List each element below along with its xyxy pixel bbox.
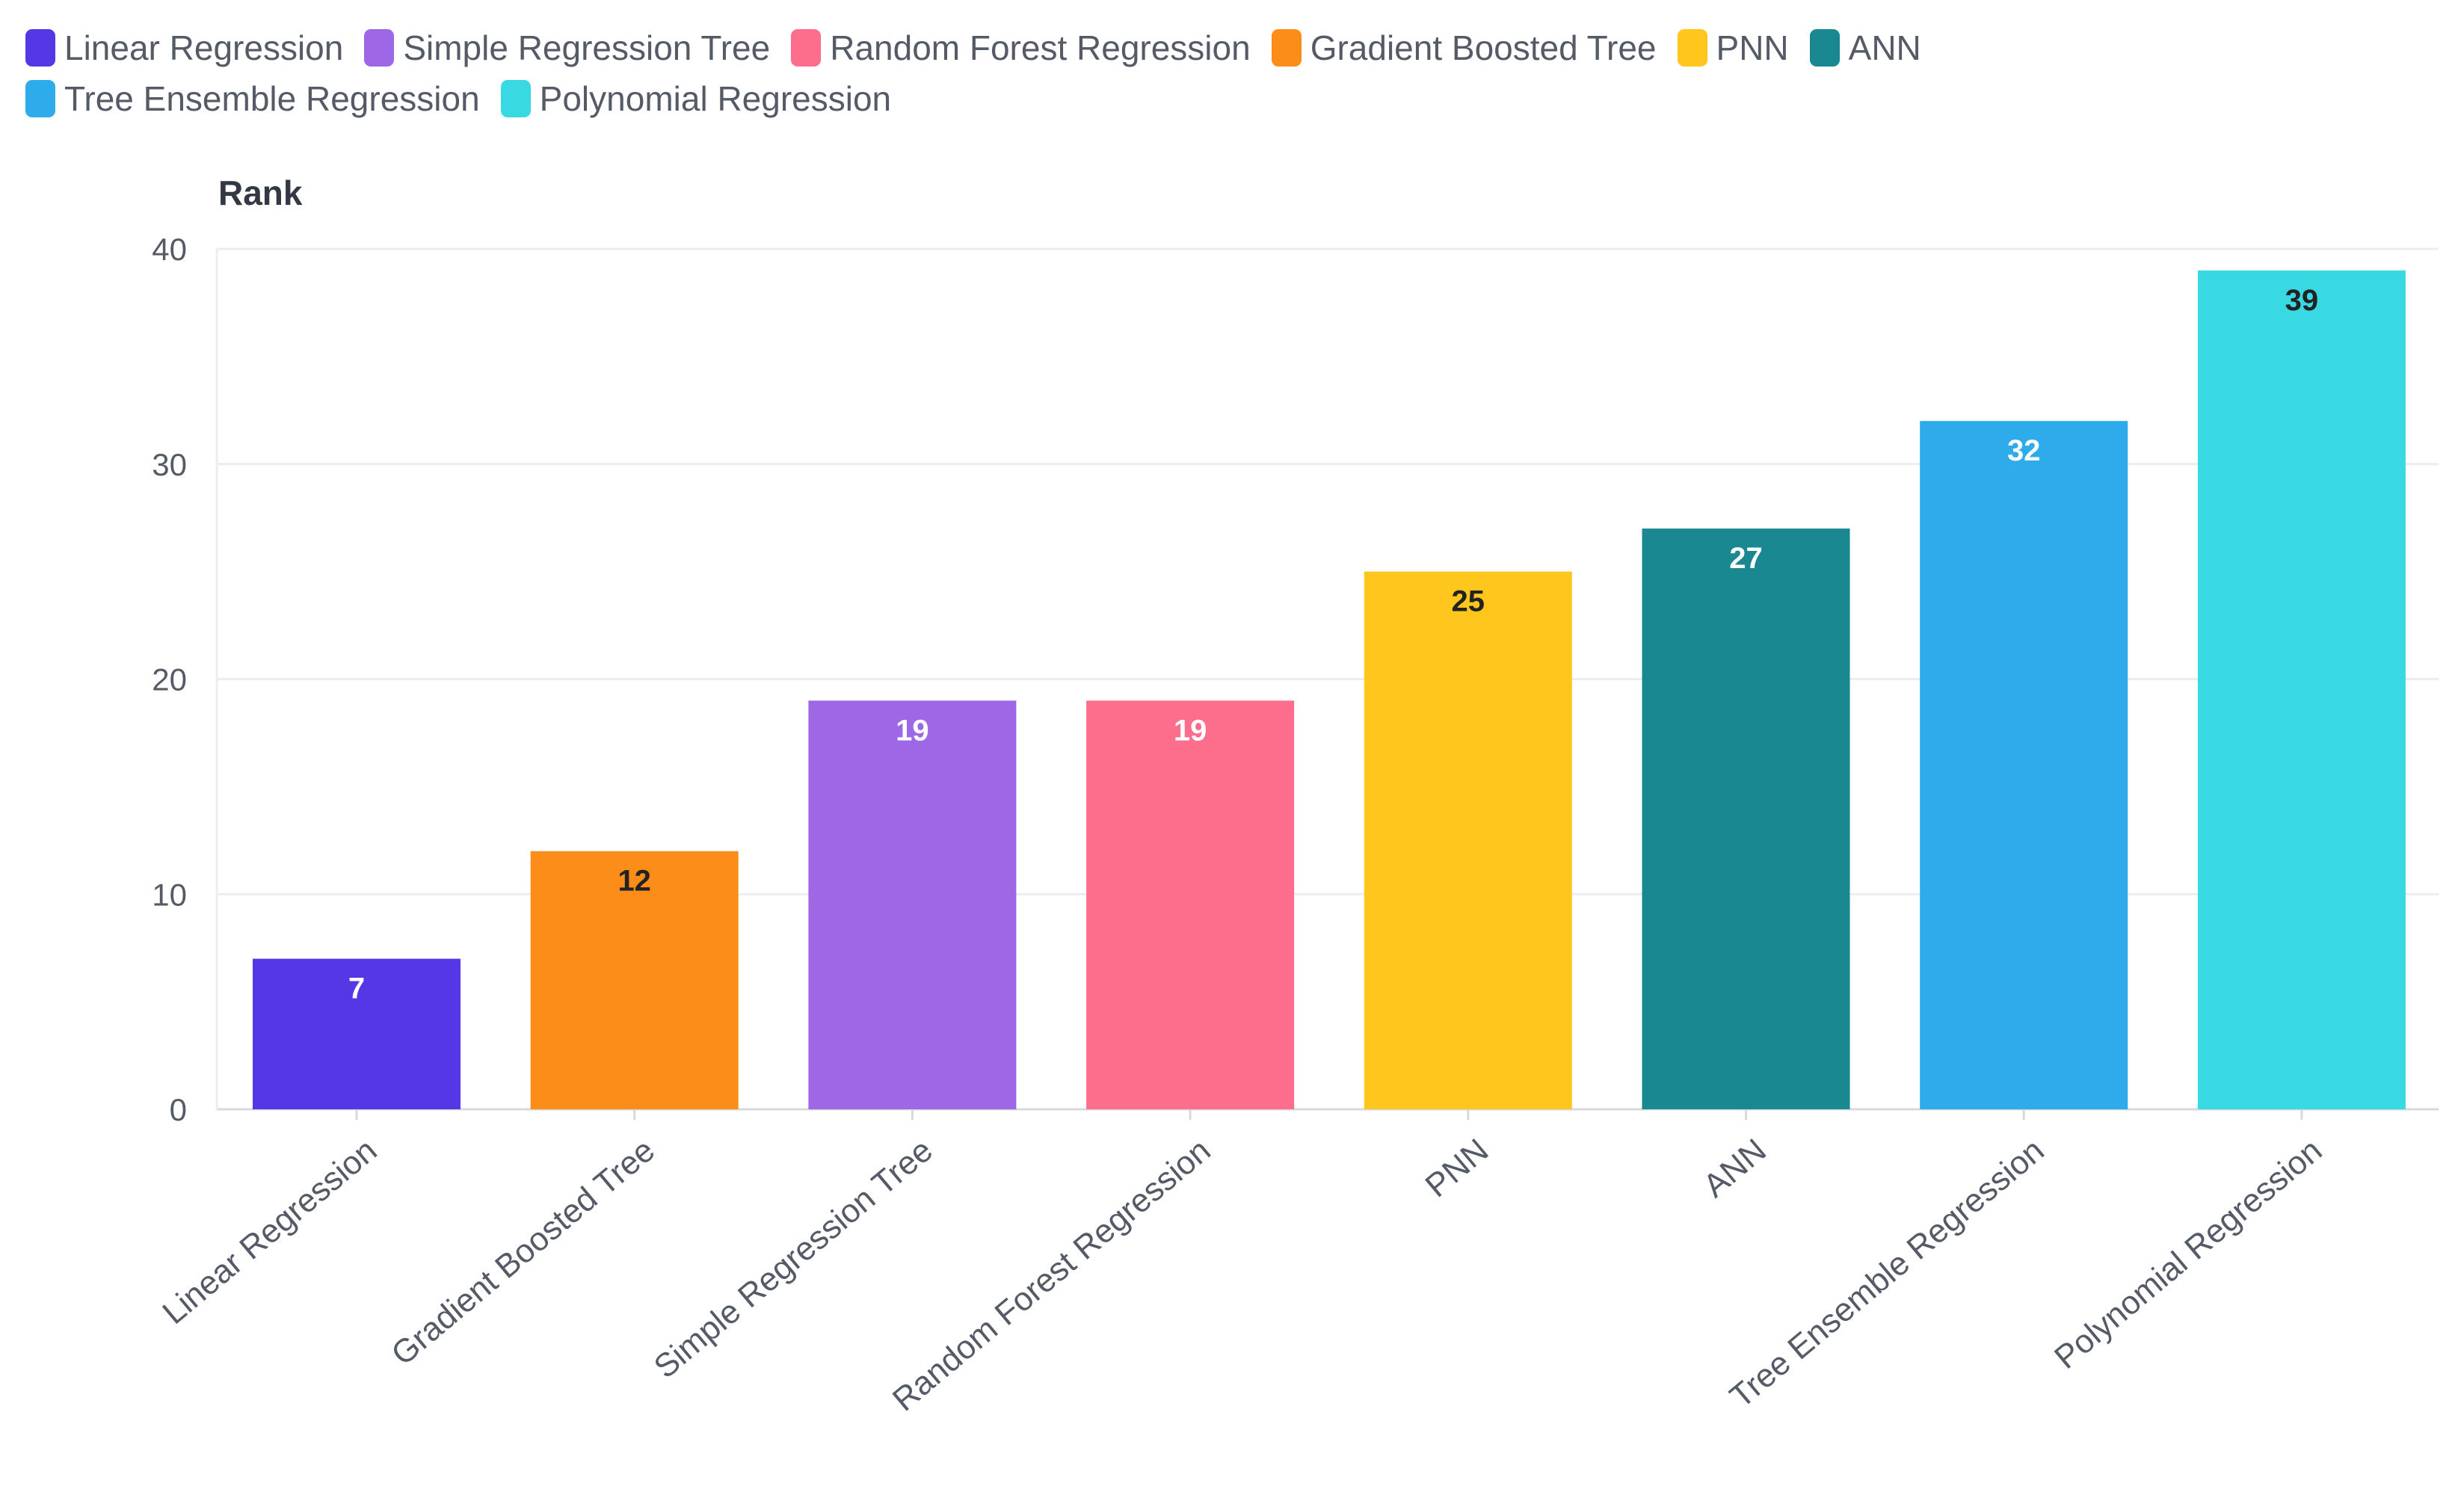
legend-swatch xyxy=(1271,29,1302,67)
legend-item-polynomial-regression[interactable]: Polynomial Regression xyxy=(500,78,892,119)
bar-value-label-polynomial-regression: 39 xyxy=(2285,284,2319,317)
bar-simple-regression-tree[interactable] xyxy=(808,700,1017,1109)
legend-row-2: Tree Ensemble Regression Polynomial Regr… xyxy=(25,73,2418,124)
y-tick-label-40: 40 xyxy=(152,232,187,267)
x-tick-label-tree-ensemble-regression: Tree Ensemble Regression xyxy=(1723,1132,2051,1415)
legend-item-tree-ensemble-regression[interactable]: Tree Ensemble Regression xyxy=(25,78,480,119)
chart-legend: Linear Regression Simple Regression Tree… xyxy=(25,22,2418,124)
bar-gradient-boosted-tree[interactable] xyxy=(530,851,739,1109)
y-tick-label-30: 30 xyxy=(152,447,187,482)
legend-label: Linear Regression xyxy=(64,28,344,67)
bar-random-forest-regression[interactable] xyxy=(1086,700,1295,1109)
x-tick-label-linear-regression: Linear Regression xyxy=(155,1132,384,1331)
x-tick-label-polynomial-regression: Polynomial Regression xyxy=(2048,1132,2329,1376)
x-tick-label-pnn: PNN xyxy=(1419,1132,1496,1204)
bar-tree-ensemble-regression[interactable] xyxy=(1920,421,2128,1109)
legend-label: Simple Regression Tree xyxy=(403,28,771,67)
y-axis-title: Rank xyxy=(218,173,303,212)
bar-value-label-ann: 27 xyxy=(1729,542,1763,575)
bar-value-label-simple-regression-tree: 19 xyxy=(896,714,929,747)
y-axis-ticks: 0 10 20 30 40 xyxy=(152,232,187,1127)
x-tick-label-simple-regression-tree: Simple Regression Tree xyxy=(647,1132,940,1385)
legend-swatch xyxy=(1809,29,1840,67)
bar-linear-regression[interactable] xyxy=(253,958,461,1109)
bar-polynomial-regression[interactable] xyxy=(2197,270,2406,1109)
x-axis-labels: Linear Regression Gradient Boosted TreeSi… xyxy=(155,1109,2329,1418)
legend-swatch xyxy=(25,80,55,117)
legend-label: PNN xyxy=(1716,28,1789,67)
legend-swatch xyxy=(1677,29,1707,67)
bar-value-label-pnn: 25 xyxy=(1452,585,1485,618)
legend-label: Polynomial Regression xyxy=(539,79,892,118)
legend-item-gradient-boosted-tree[interactable]: Gradient Boosted Tree xyxy=(1271,28,1657,68)
legend-label: Random Forest Regression xyxy=(830,28,1251,67)
legend-swatch xyxy=(25,29,55,67)
x-tick-label-random-forest-regression: Random Forest Regression xyxy=(886,1132,1218,1418)
legend-swatch xyxy=(500,80,531,117)
y-tick-label-0: 0 xyxy=(170,1092,187,1127)
x-tick-label-gradient-boosted-tree: Gradient Boosted Tree xyxy=(384,1132,662,1372)
x-tick-label-ann: ANN xyxy=(1696,1132,1773,1204)
y-tick-label-10: 10 xyxy=(152,877,187,912)
legend-item-simple-regression-tree[interactable]: Simple Regression Tree xyxy=(364,28,770,68)
bar-ann[interactable] xyxy=(1642,528,1850,1109)
legend-swatch xyxy=(364,29,395,67)
legend-swatch xyxy=(791,29,822,67)
bar-value-label-linear-regression: 7 xyxy=(348,973,365,1005)
bar-pnn[interactable] xyxy=(1364,571,1572,1109)
legend-item-linear-regression[interactable]: Linear Regression xyxy=(25,28,343,68)
legend-row-1: Linear Regression Simple Regression Tree… xyxy=(25,22,2418,73)
bars: 7 12 19 19 25 27 32 39 xyxy=(253,270,2406,1109)
legend-item-pnn[interactable]: PNN xyxy=(1677,28,1789,68)
bar-value-label-random-forest-regression: 19 xyxy=(1174,714,1207,747)
legend-item-ann[interactable]: ANN xyxy=(1809,28,1921,68)
legend-label: Gradient Boosted Tree xyxy=(1310,28,1657,67)
bar-value-label-tree-ensemble-regression: 32 xyxy=(2007,434,2041,467)
legend-item-random-forest-regression[interactable]: Random Forest Regression xyxy=(791,28,1251,68)
legend-label: Tree Ensemble Regression xyxy=(64,79,480,118)
bar-value-label-gradient-boosted-tree: 12 xyxy=(617,865,651,898)
y-tick-label-20: 20 xyxy=(152,662,187,697)
legend-label: ANN xyxy=(1848,28,1921,67)
